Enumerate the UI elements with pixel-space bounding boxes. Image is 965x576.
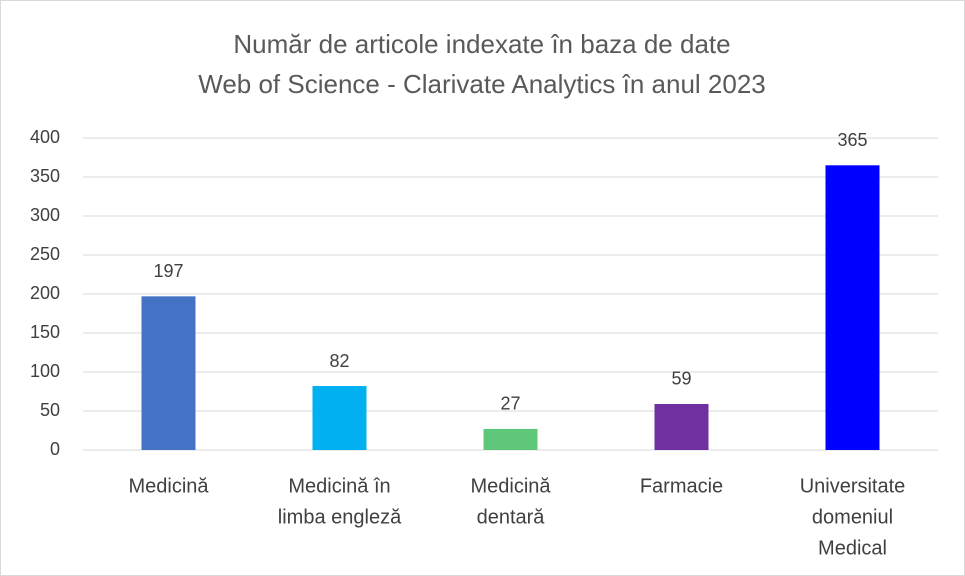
y-tick-label: 0 [50,439,60,459]
chart-title: Număr de articole indexate în baza de da… [233,29,730,59]
x-tick-label: Medical [818,537,887,559]
y-tick-label: 350 [30,166,60,186]
y-tick-label: 300 [30,205,60,225]
data-label: 82 [329,351,349,371]
x-tick-label: Medicină în [288,475,390,497]
y-tick-label: 200 [30,283,60,303]
data-label: 365 [837,130,867,150]
y-tick-label: 150 [30,322,60,342]
x-tick-label: Farmacie [640,475,723,497]
data-label: 59 [671,369,691,389]
y-tick-label: 250 [30,244,60,264]
x-tick-label: limba engleză [278,506,402,528]
bar [654,403,709,450]
bar [312,386,367,450]
y-tick-label: 100 [30,361,60,381]
bar [141,296,196,450]
y-tick-label: 400 [30,127,60,147]
data-label: 27 [500,394,520,414]
x-tick-label: Universitate [800,475,906,497]
bar [825,165,880,451]
chart-title: Web of Science - Clarivate Analytics în … [198,69,766,99]
y-tick-label: 50 [40,400,60,420]
data-label: 197 [153,261,183,281]
x-tick-label: dentară [477,506,546,528]
x-tick-label: Medicină [470,475,551,497]
x-tick-label: domeniul [812,506,893,528]
bar [483,428,538,450]
x-tick-label: Medicină [128,475,209,497]
